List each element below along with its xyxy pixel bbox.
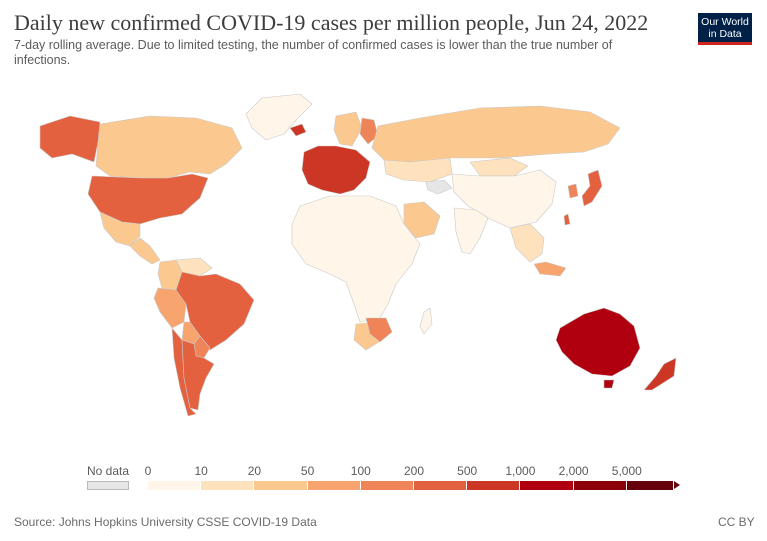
color-legend: No data 0 10 20 50 100 200 500 1,000 2,000 5,000 — [0, 460, 767, 500]
legend-bin[interactable] — [414, 481, 468, 490]
legend-no-data-swatch — [87, 481, 129, 490]
legend-tick-label: 20 — [247, 464, 262, 478]
region-iceland[interactable] — [289, 123, 307, 137]
legend-tick-label: 200 — [403, 464, 425, 478]
region-russia[interactable] — [371, 105, 621, 163]
region-turkmenistan[interactable] — [425, 179, 453, 195]
logo-line-2: in Data — [708, 28, 742, 40]
legend-bin[interactable] — [307, 481, 361, 490]
legend-no-data-label: No data — [87, 464, 130, 478]
region-japan[interactable] — [581, 169, 603, 207]
region-africa[interactable] — [291, 195, 421, 323]
region-alaska[interactable] — [39, 115, 101, 163]
legend-tick-label: 0 — [144, 464, 152, 478]
region-madagascar[interactable] — [419, 307, 433, 335]
region-central-america[interactable] — [129, 237, 161, 265]
legend-bin[interactable] — [148, 481, 202, 490]
chart-title: Daily new confirmed COVID-19 cases per m… — [14, 10, 649, 35]
legend-tick-label: 5,000 — [611, 464, 642, 478]
region-kazakhstan[interactable] — [383, 157, 453, 183]
legend-tick-label: 2,000 — [558, 464, 589, 478]
region-finland[interactable] — [359, 117, 379, 145]
legend-bin[interactable] — [520, 481, 574, 490]
legend-bin[interactable] — [467, 481, 521, 490]
region-western-europe[interactable] — [301, 145, 371, 195]
world-map[interactable] — [0, 78, 767, 458]
legend-bin[interactable] — [360, 481, 414, 490]
region-scandinavia[interactable] — [333, 111, 363, 147]
region-malaysia[interactable] — [533, 261, 567, 277]
map-land — [39, 93, 677, 417]
region-tasmania[interactable] — [603, 379, 615, 389]
region-china[interactable] — [451, 169, 557, 229]
source-note: Source: Johns Hopkins University CSSE CO… — [14, 515, 317, 529]
legend-bin[interactable] — [201, 481, 255, 490]
region-canada[interactable] — [95, 115, 243, 179]
region-south-korea[interactable] — [567, 183, 579, 199]
legend-tick-label: 1,000 — [505, 464, 536, 478]
legend-tick-label: 50 — [300, 464, 315, 478]
region-south-africa[interactable] — [365, 317, 393, 343]
legend-arrow — [674, 481, 680, 489]
owid-logo[interactable]: Our World in Data — [698, 13, 752, 45]
chart-subtitle: 7-day rolling average. Due to limited te… — [14, 38, 613, 67]
region-taiwan[interactable] — [563, 213, 571, 226]
region-mongolia[interactable] — [469, 157, 529, 177]
region-mexico[interactable] — [99, 211, 141, 247]
region-australia[interactable] — [555, 307, 641, 377]
legend-bin[interactable] — [254, 481, 308, 490]
legend-tick-label: 10 — [194, 464, 208, 478]
legend-bin[interactable] — [626, 481, 674, 490]
region-india[interactable] — [453, 207, 489, 255]
legend-bin[interactable] — [573, 481, 627, 490]
region-new-zealand[interactable] — [643, 357, 677, 391]
legend-tick-label: 100 — [350, 464, 371, 478]
region-brazil[interactable] — [175, 271, 255, 351]
license-label[interactable]: CC BY — [718, 515, 755, 529]
logo-line-1: Our World — [701, 16, 749, 28]
region-greenland[interactable] — [245, 93, 313, 141]
region-argentina[interactable] — [181, 339, 215, 411]
region-southeast-asia[interactable] — [509, 223, 545, 263]
legend-tick-label: 500 — [457, 464, 478, 478]
